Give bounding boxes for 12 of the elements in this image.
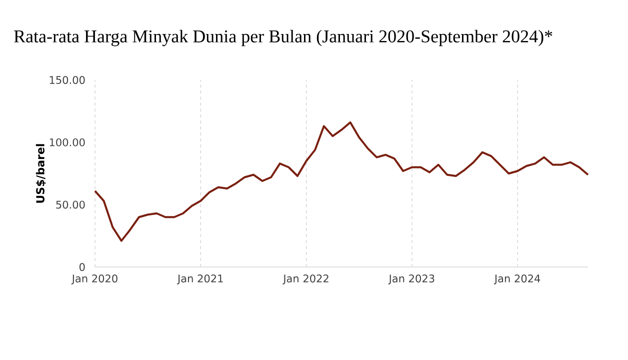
- y-tick-label: 100.00: [50, 138, 85, 146]
- x-tick-label: Jan 2023: [388, 274, 434, 284]
- y-tick-label: 0: [79, 263, 85, 271]
- x-tick-label: Jan 2022: [282, 274, 328, 284]
- y-tick-label: 150.00: [50, 76, 85, 84]
- chart-title: Rata-rata Harga Minyak Dunia per Bulan (Januari 2020-September 2024)*: [14, 30, 552, 46]
- x-tick-label: Jan 2020: [71, 274, 118, 284]
- x-tick-label: Jan 2021: [176, 274, 223, 284]
- line-series: [94, 121, 590, 242]
- y-tick-label: 50.00: [56, 200, 85, 209]
- y-axis-title: US$/barel: [36, 144, 46, 203]
- x-tick-label: Jan 2024: [494, 274, 540, 284]
